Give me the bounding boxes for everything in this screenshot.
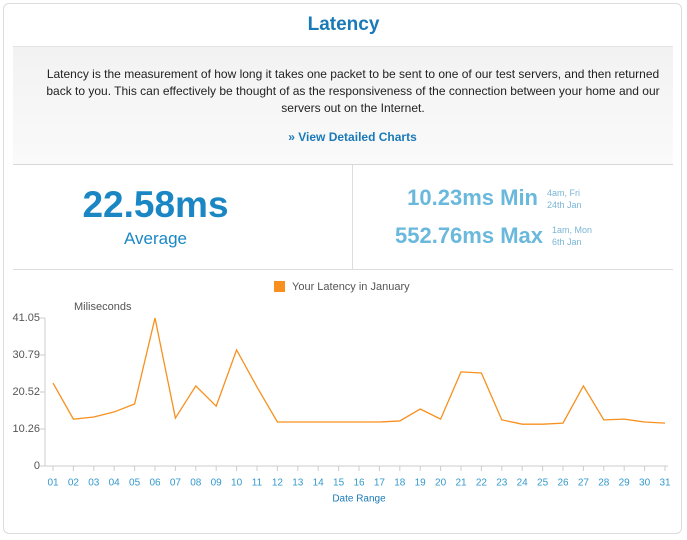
divider: [13, 269, 673, 270]
x-tick-label: 12: [272, 478, 284, 489]
x-tick-label: 18: [394, 478, 406, 489]
x-tick-label: 21: [455, 478, 467, 489]
x-tick-label: 14: [313, 478, 325, 489]
max-time: 1am, Mon: [552, 225, 593, 235]
x-tick-label: 05: [129, 478, 141, 489]
description: Latency is the measurement of how long i…: [46, 67, 660, 115]
legend-swatch: [274, 281, 285, 292]
x-tick-label: 16: [353, 478, 365, 489]
x-tick-label: 23: [496, 478, 508, 489]
legend-label: Your Latency in January: [292, 281, 410, 293]
x-tick-label: 22: [476, 478, 488, 489]
x-tick-label: 24: [517, 478, 529, 489]
min-value: 10.23ms Min: [407, 185, 538, 210]
x-tick-label: 30: [639, 478, 651, 489]
x-tick-label: 02: [68, 478, 80, 489]
x-tick-label: 19: [415, 478, 427, 489]
divider: [352, 165, 353, 269]
y-tick-label: 30.79: [12, 349, 40, 361]
x-tick-label: 09: [211, 478, 223, 489]
y-tick-label: 41.05: [12, 312, 40, 324]
x-tick-label: 03: [88, 478, 100, 489]
x-tick-label: 28: [598, 478, 610, 489]
latency-line: [52, 317, 666, 425]
x-tick-label: 08: [190, 478, 202, 489]
x-tick-label: 26: [557, 478, 569, 489]
x-tick-label: 06: [149, 478, 161, 489]
min-time: 4am, Fri: [547, 188, 581, 198]
detailed-charts-link[interactable]: » View Detailed Charts: [288, 130, 417, 144]
x-tick-label: 10: [231, 478, 243, 489]
description-band: [13, 46, 673, 165]
x-tick-label: 29: [619, 478, 631, 489]
x-tick-label: 04: [109, 478, 121, 489]
max-value: 552.76ms Max: [395, 223, 543, 248]
x-tick-label: 17: [374, 478, 386, 489]
x-tick-label: 27: [578, 478, 590, 489]
y-tick-label: 0: [34, 460, 40, 472]
y-axis-title: Miliseconds: [74, 301, 132, 313]
title: Latency: [307, 14, 380, 35]
average-label: Average: [123, 229, 187, 248]
x-tick-label: 20: [435, 478, 447, 489]
x-tick-label: 15: [333, 478, 345, 489]
x-tick-label: 25: [537, 478, 549, 489]
x-axis-title: Date Range: [332, 494, 386, 505]
max-date: 6th Jan: [552, 237, 582, 247]
x-tick-label: 07: [170, 478, 182, 489]
panel: [3, 3, 682, 534]
y-tick-label: 10.26: [12, 423, 40, 435]
x-tick-label: 01: [47, 478, 59, 489]
x-tick-label: 11: [252, 478, 263, 489]
average-value: 22.58ms: [82, 184, 229, 225]
min-date: 24th Jan: [547, 200, 582, 210]
x-tick-label: 13: [292, 478, 304, 489]
x-tick-label: 31: [659, 478, 671, 489]
y-tick-label: 20.52: [12, 386, 40, 398]
